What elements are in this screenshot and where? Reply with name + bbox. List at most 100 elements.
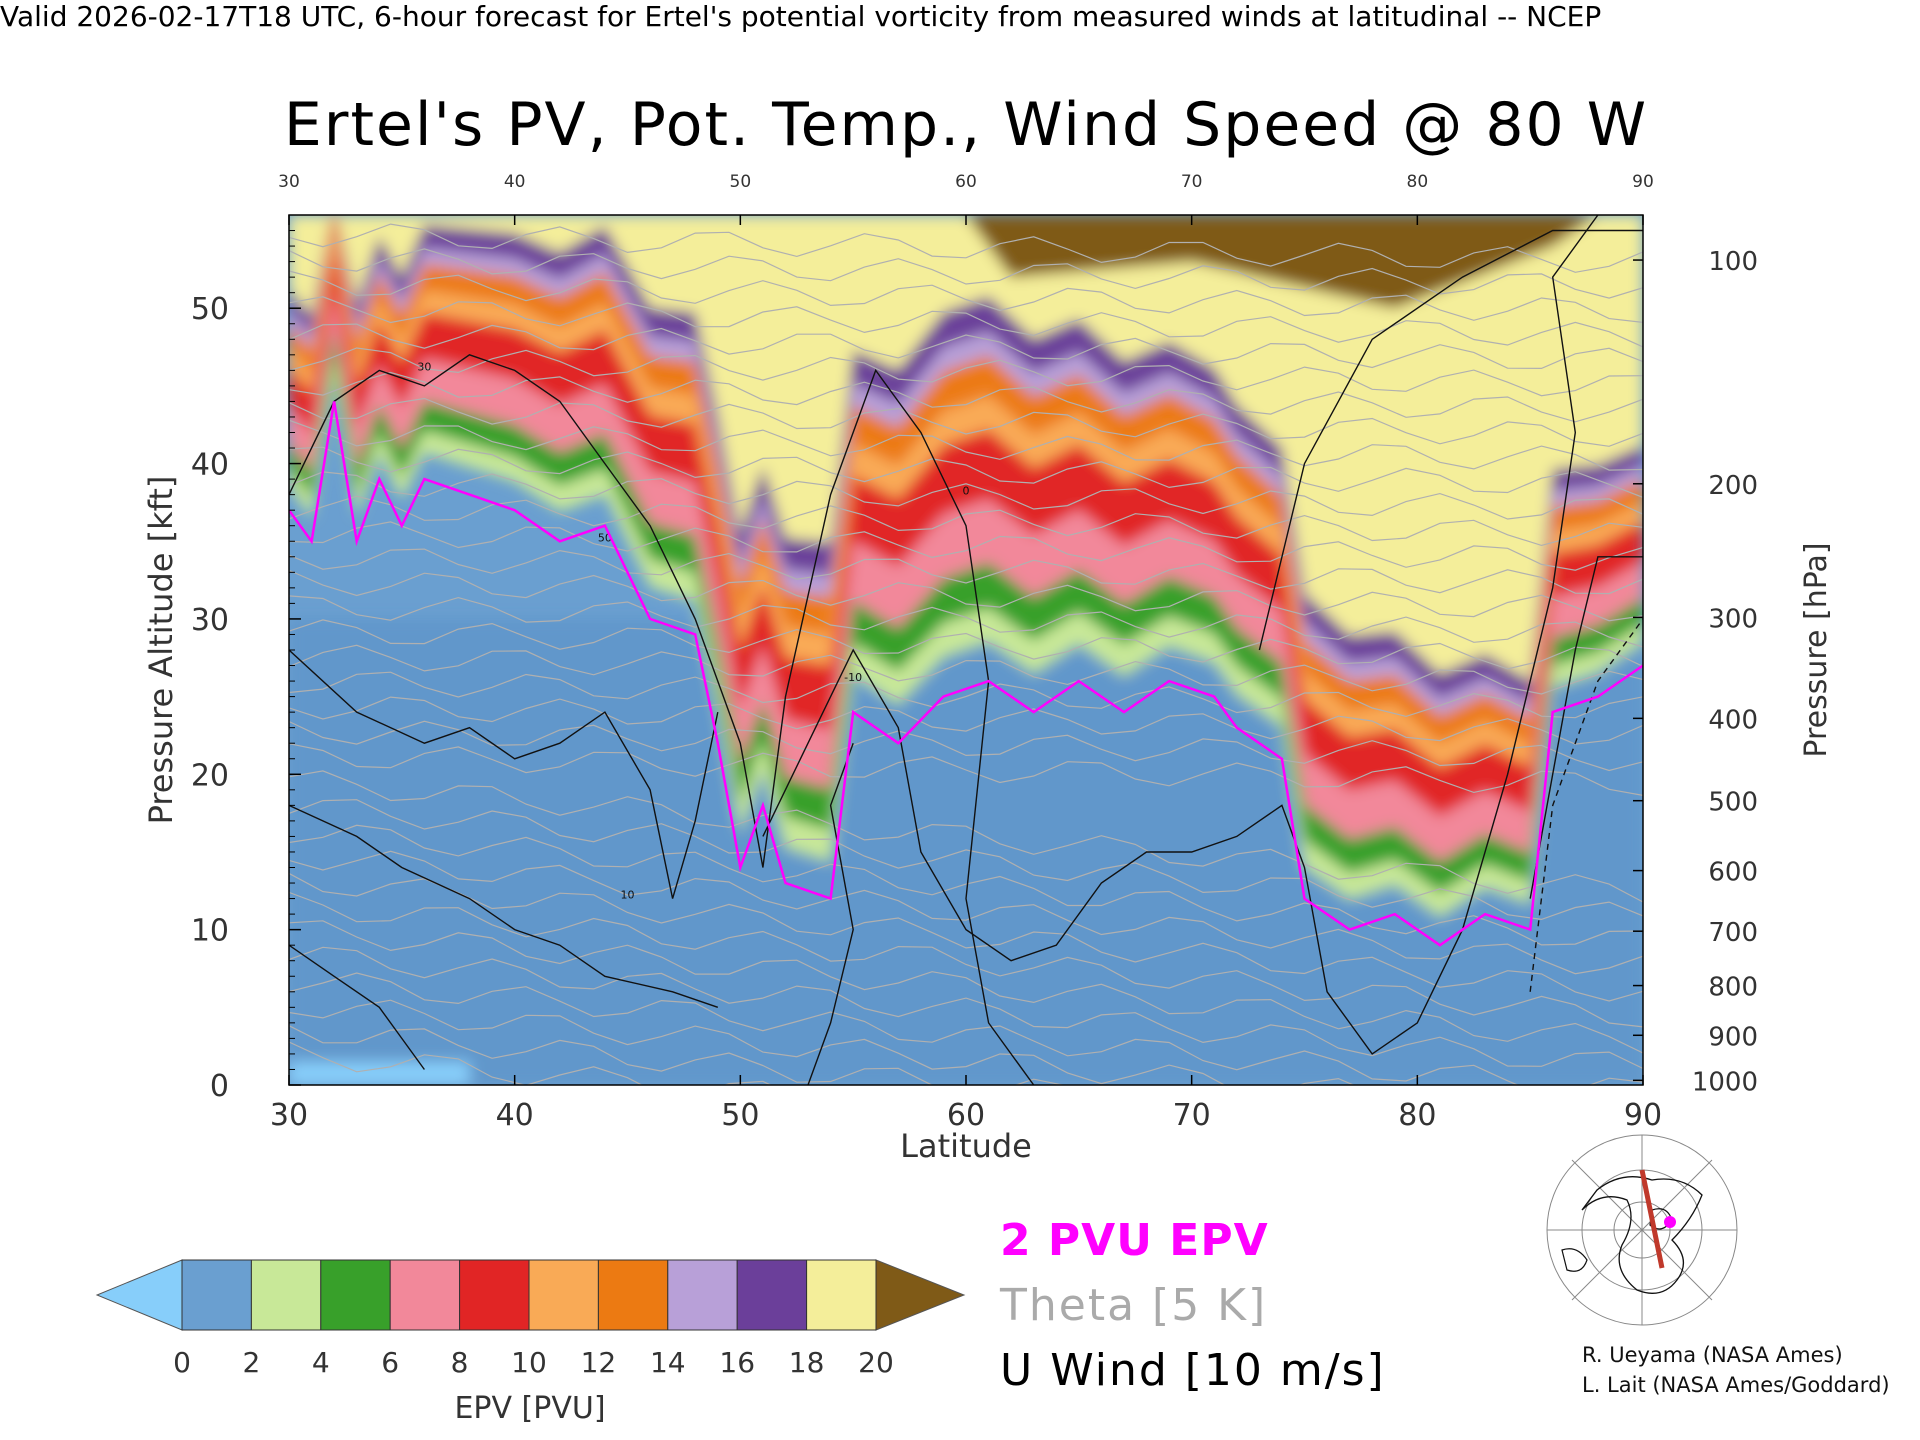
theta-isentrope: [289, 671, 1643, 719]
theta-isentrope: [289, 770, 1643, 903]
pressure-tick-label: 200: [1708, 471, 1758, 501]
colorbar-tick-label: 12: [581, 1346, 617, 1379]
theta-isentrope: [289, 595, 1643, 648]
theta-isentrope: [289, 521, 1643, 571]
pressure-tick-label: 700: [1708, 918, 1758, 948]
colorbar-tick-label: 14: [650, 1346, 686, 1379]
x-top-tick-label: 90: [1632, 172, 1654, 192]
colorbar-swatch: [320, 1259, 391, 1331]
theta-isentrope: [289, 644, 1643, 695]
colorbar-swatch: [459, 1259, 530, 1331]
pressure-axis-ticks: 100 200 300 400 500 600 700 800 900 1000: [1633, 247, 1758, 1097]
theta-isentrope: [289, 495, 1643, 547]
colorbar-swatch: [389, 1259, 461, 1331]
colorbar-swatch: [806, 1259, 877, 1331]
colorbar-swatch: [667, 1259, 738, 1331]
pv-2pvu-contour: [289, 401, 1643, 947]
colorbar-swatch: [736, 1259, 808, 1331]
pressure-tick-label: 100: [1708, 247, 1758, 277]
colorbar-tick-label: 16: [719, 1346, 755, 1379]
theta-isentrope: [289, 920, 1643, 1054]
epv-under-region: [289, 1061, 470, 1085]
y-tick-label: 0: [210, 1069, 229, 1104]
x-axis-ticks: 30 40 50 60 70 80 90: [270, 1075, 1662, 1133]
theta-isentrope: [289, 471, 1643, 520]
colorbar-swatch: [181, 1259, 252, 1331]
y-axis-label: Pressure Altitude [kft]: [142, 476, 180, 825]
pressure-tick-label: 500: [1708, 788, 1758, 818]
u-wind-contour: [289, 649, 719, 899]
colorbar-swatch: [250, 1259, 322, 1331]
u-wind-contour: [1258, 229, 1643, 651]
u-wind-contour: [289, 354, 1035, 1085]
u-wind-contour: [289, 804, 719, 1008]
colorbar: 0 2 4 6 8 10 12 14 16 18 20: [95, 1259, 966, 1379]
theta-isentrope: [289, 946, 1643, 1070]
y-tick-label: 20: [191, 758, 229, 793]
x-axis-label: Latitude: [900, 1127, 1032, 1165]
theta-isentrope: [289, 446, 1643, 498]
theta-isentrope: [289, 569, 1643, 622]
theta-isentrope: [289, 371, 1643, 423]
credit-line-1: R. Ueyama (NASA Ames): [1582, 1343, 1843, 1367]
valid-time-header: Valid 2026-02-17T18 UTC, 6-hour forecast…: [0, 0, 1602, 33]
location-marker: [1664, 1216, 1676, 1228]
theta-isentrope: [289, 872, 1643, 1002]
x-tick-label: 80: [1398, 1098, 1436, 1133]
colorbar-swatch: [528, 1259, 599, 1331]
theta-isentrope: [289, 743, 1643, 796]
legend-theta: Theta [5 K]: [1000, 1280, 1268, 1331]
x-top-tick-label: 70: [1181, 172, 1203, 192]
colorbar-tick-label: 0: [173, 1346, 191, 1379]
theta-isentrope: [289, 296, 1643, 348]
colorbar-tick-label: 2: [242, 1346, 260, 1379]
colorbar-tick-label: 20: [858, 1346, 894, 1379]
theta-isentrope: [289, 248, 1643, 299]
theta-isentrope: [289, 720, 1643, 772]
theta-isentrope: [289, 891, 1643, 1028]
cross-section-track: [1639, 1169, 1665, 1269]
x-tick-label: 40: [496, 1098, 534, 1133]
u-wind-negative-contour: [1529, 618, 1643, 992]
colorbar-tick-label: 18: [789, 1346, 825, 1379]
theta-isentrope: [289, 223, 1643, 273]
x-tick-label: 90: [1624, 1098, 1662, 1133]
legend-2pvu-epv: 2 PVU EPV: [1000, 1215, 1269, 1266]
x-top-tick-label: 80: [1407, 172, 1429, 192]
x-tick-label: 50: [721, 1098, 759, 1133]
y-tick-label: 30: [191, 603, 229, 638]
y-tick-label: 10: [191, 914, 229, 949]
theta-isentrope: [289, 619, 1643, 670]
theta-isentrope: [289, 419, 1643, 471]
chart-title: Ertel's PV, Pot. Temp., Wind Speed @ 80 …: [284, 90, 1648, 160]
u-wind-contour: [1529, 556, 1643, 899]
wind-contour-label: -10: [844, 671, 862, 684]
theta-isentrope: [289, 270, 1643, 323]
theta-isentrope: [289, 1025, 1066, 1085]
theta-isentrope: [289, 347, 1643, 397]
epv-over-region: [966, 215, 1598, 309]
inset-map: [1542, 1134, 1740, 1326]
epv-band-9: [289, 215, 1643, 682]
theta-isentrope: [289, 548, 1643, 595]
x-tick-label: 30: [270, 1098, 308, 1133]
colorbar-label: EPV [PVU]: [454, 1391, 605, 1426]
x-tick-label: 60: [947, 1098, 985, 1133]
credits: R. Ueyama (NASA Ames) L. Lait (NASA Ames…: [1582, 1340, 1890, 1400]
x-top-tick-label: 50: [730, 172, 752, 192]
pressure-tick-label: 900: [1708, 1022, 1758, 1052]
pressure-axis-label: Pressure [hPa]: [1799, 542, 1834, 757]
pressure-tick-label: 1000: [1692, 1067, 1758, 1097]
y-tick-label: 50: [191, 292, 229, 327]
theta-isentrope: [289, 323, 1643, 370]
colorbar-tick-label: 6: [381, 1346, 399, 1379]
pressure-tick-label: 600: [1708, 858, 1758, 888]
colorbar-over-arrow: [875, 1259, 966, 1331]
colorbar-tick-label: 4: [312, 1346, 330, 1379]
colorbar-tick-label: 8: [451, 1346, 469, 1379]
y-tick-label: 40: [191, 448, 229, 483]
x-top-tick-label: 30: [278, 172, 300, 192]
colorbar-swatch: [597, 1259, 669, 1331]
